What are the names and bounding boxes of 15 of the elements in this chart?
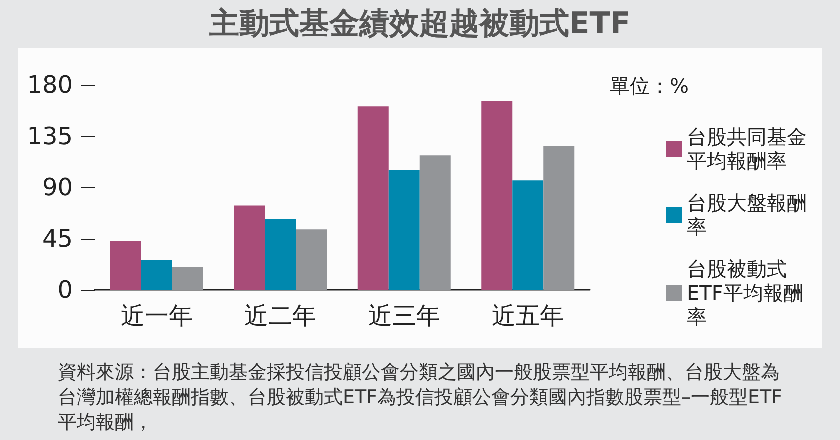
x-tick-label: 近一年 [120,302,193,330]
x-tick-label: 近二年 [244,302,317,330]
y-tick-label: 45 [42,224,73,253]
x-tick-label: 近五年 [492,302,564,330]
y-tick-label: 135 [27,122,73,150]
legend-label: 台股共同基金平均報酬率 [687,125,807,173]
legend-label: 台股大盤報酬率 [687,191,807,239]
y-tick-label: 180 [27,71,73,99]
legend-title: 單位：% [610,74,690,98]
y-tick-label: 0 [58,276,73,304]
source-note: 資料來源：台股主動基金採投信投顧公會分類之國內一般股票型平均報酬、台股大盤為台灣加權總報酬指數、台股被動式ETF為投信投顧公會分類國內指數股票型–一般型ETF平均報酬， [58,362,783,434]
x-tick-label: 近三年 [368,302,440,330]
y-tick-label: 90 [42,174,73,202]
legend-label: 台股被動式ETF平均報酬率 [687,257,804,329]
chart-title: 主動式基金績效超越被動式ETF [208,6,631,42]
